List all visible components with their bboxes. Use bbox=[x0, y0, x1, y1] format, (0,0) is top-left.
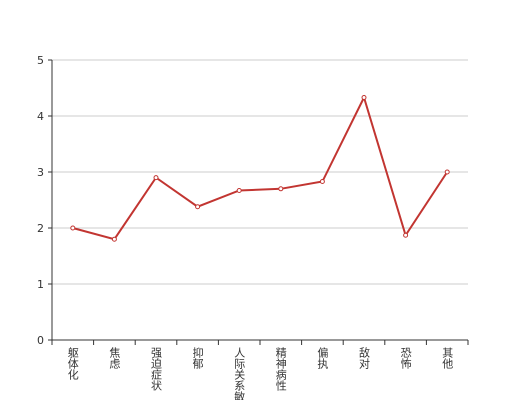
point bbox=[111, 236, 117, 242]
y-tick-label: 2 bbox=[37, 222, 44, 235]
point bbox=[153, 175, 159, 181]
x-tick-label: 强迫症状 bbox=[150, 347, 163, 391]
line bbox=[72, 94, 449, 241]
point bbox=[195, 204, 201, 210]
point bbox=[444, 169, 450, 175]
y-tick-label: 0 bbox=[37, 334, 44, 347]
x-tick-label: 偏执 bbox=[316, 346, 329, 370]
point bbox=[319, 179, 325, 185]
x-tick-label: 精神病性 bbox=[274, 347, 287, 392]
x-tick-label: 恐怖 bbox=[399, 347, 412, 369]
x-tick-label: 焦虑 bbox=[108, 347, 121, 369]
point bbox=[70, 225, 76, 231]
x-tick-label: 躯体化 bbox=[66, 347, 79, 381]
y-tick-label: 1 bbox=[37, 278, 44, 291]
x-tick-label: 敌对 bbox=[358, 346, 371, 369]
point bbox=[361, 95, 367, 101]
x-tick-label: 抑郁 bbox=[191, 346, 204, 369]
y-tick-label: 5 bbox=[37, 54, 44, 67]
point bbox=[236, 187, 242, 193]
y-tick-label: 3 bbox=[37, 166, 44, 179]
point bbox=[278, 186, 284, 192]
x-tick-label: 人际关系敏感 bbox=[233, 347, 246, 400]
point bbox=[403, 232, 409, 238]
x-tick-label: 其他 bbox=[441, 347, 454, 369]
y-tick-label: 4 bbox=[37, 110, 44, 123]
